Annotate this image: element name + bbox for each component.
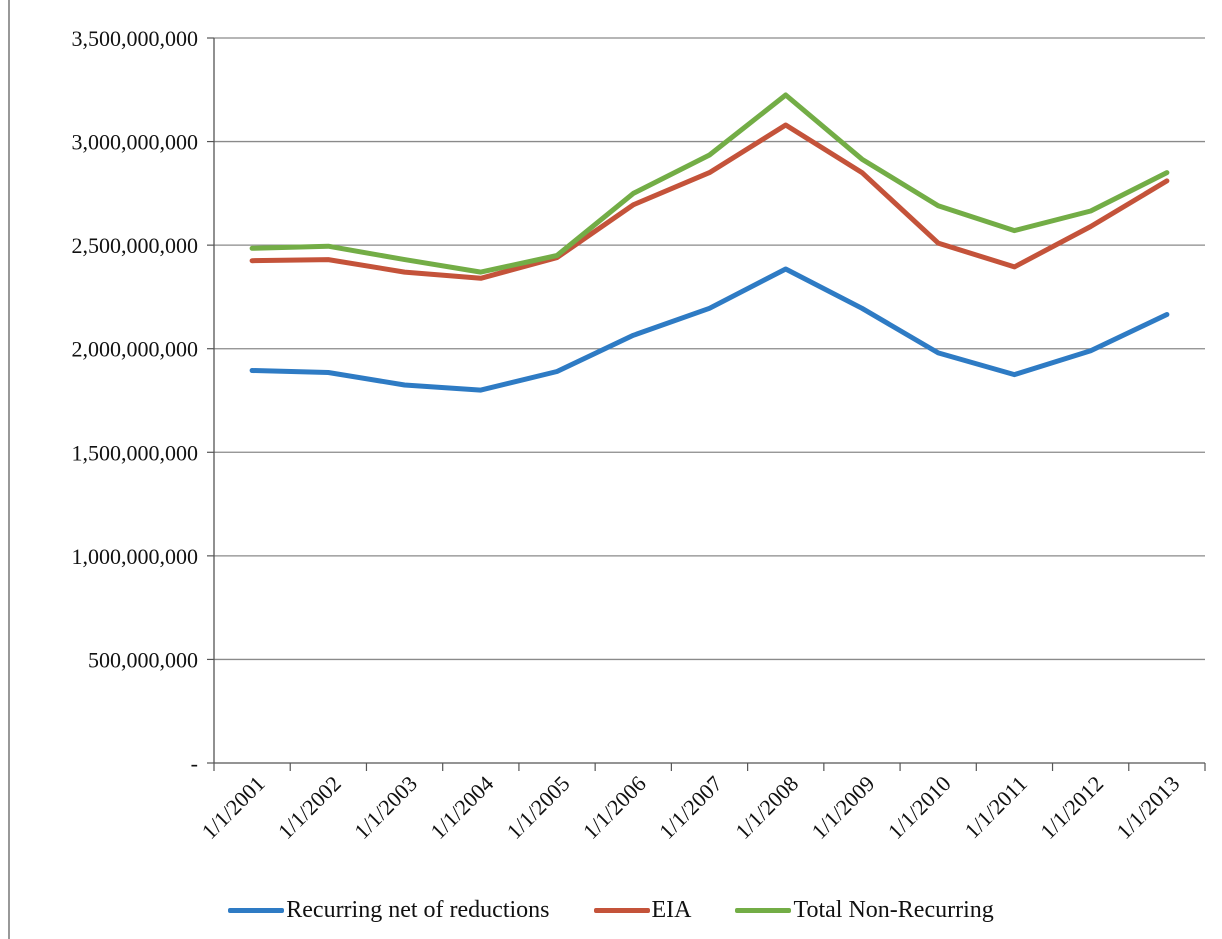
series-lines (249, 92, 1170, 393)
x-tick-labels: 1/1/2001 1/1/2002 1/1/2003 1/1/2004 1/1/2005… (197, 771, 1185, 844)
y-tick-label: 1,000,000,000 (72, 544, 199, 569)
legend-swatch-total-non-recurring (735, 907, 792, 913)
y-tick-label: 1,500,000,000 (72, 440, 199, 465)
legend-label-total-non-recurring: Total Non-Recurring (793, 896, 994, 923)
y-tick-labels: - 500,000,000 1,000,000,000 1,500,000,000 2,… (72, 26, 199, 776)
y-tick-label: 3,500,000,000 (72, 26, 199, 51)
legend: Recurring net of reductions EIA Total No… (0, 890, 1222, 930)
x-tick-label: 1/1/2006 (578, 771, 651, 844)
legend-swatch-recurring (228, 907, 285, 913)
y-tick-label: 500,000,000 (88, 647, 198, 672)
y-tick-label: 2,500,000,000 (72, 233, 199, 258)
x-tick-label: 1/1/2004 (425, 771, 498, 844)
grid-lines (214, 37, 1205, 661)
y-tick-label: 2,000,000,000 (72, 337, 199, 362)
x-tick-label: 1/1/2003 (349, 771, 422, 844)
legend-item-eia: EIA (593, 896, 692, 924)
x-tick-label: 1/1/2012 (1035, 771, 1108, 844)
x-tick-label: 1/1/2002 (273, 771, 346, 844)
legend-item-total-non-recurring: Total Non-Recurring (735, 896, 994, 924)
x-tick-label: 1/1/2011 (960, 771, 1032, 843)
x-tick-label: 1/1/2008 (730, 771, 803, 844)
x-tick-label: 1/1/2013 (1111, 771, 1184, 844)
y-tick-label: 3,000,000,000 (72, 130, 199, 155)
y-tick-label: - (191, 751, 198, 776)
legend-label-eia: EIA (651, 896, 692, 923)
series-line-recurring-net-of-reductions (249, 266, 1170, 393)
legend-swatch-eia (593, 907, 650, 913)
legend-item-recurring: Recurring net of reductions (228, 896, 550, 924)
axes (8, 0, 1206, 939)
series-line-eia (249, 122, 1170, 281)
x-tick-label: 1/1/2007 (654, 771, 727, 844)
x-tick-label: 1/1/2009 (806, 771, 879, 844)
x-tick-label: 1/1/2010 (883, 771, 956, 844)
series-line-total-non-recurring (249, 92, 1170, 275)
x-tick-label: 1/1/2005 (502, 771, 575, 844)
x-tick-label: 1/1/2001 (197, 771, 270, 844)
legend-label-recurring: Recurring net of reductions (286, 896, 550, 923)
